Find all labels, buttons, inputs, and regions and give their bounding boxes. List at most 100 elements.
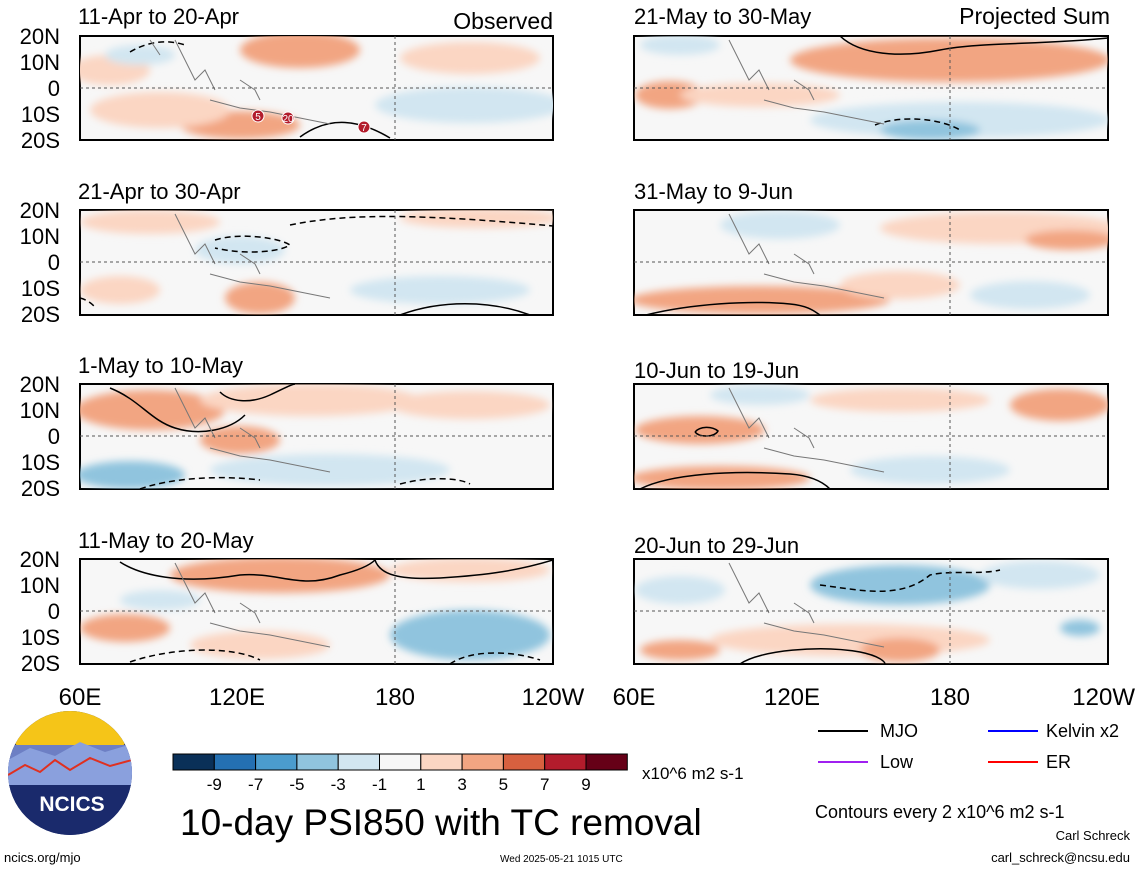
colorbar-swatch bbox=[172, 753, 215, 771]
panel-2-title: 21-Apr to 30-Apr bbox=[78, 179, 241, 204]
colorbar-tick-label: -9 bbox=[207, 775, 222, 794]
lat-label: 10N bbox=[20, 224, 60, 249]
colorbar-swatch bbox=[296, 753, 339, 771]
panel-1-mjo-contours bbox=[129, 41, 391, 139]
contour-interval-note: Contours every 2 x10^6 m2 s-1 bbox=[815, 802, 1065, 822]
lat-label: 20S bbox=[21, 651, 60, 676]
lon-label: 120W bbox=[522, 684, 585, 711]
panel-7: 10-Jun to 19-Jun bbox=[633, 358, 1109, 490]
lat-label: 20S bbox=[21, 476, 60, 501]
panel-1-coastlines bbox=[149, 39, 331, 125]
colorbar-tick-label: -5 bbox=[289, 775, 304, 794]
footer-author: Carl Schreck bbox=[1056, 828, 1131, 843]
footer-url: ncics.org/mjo bbox=[4, 850, 81, 865]
colorbar-swatch bbox=[585, 753, 628, 771]
lon-label: 120W bbox=[1072, 684, 1135, 711]
colorbar-swatch bbox=[461, 753, 504, 771]
lat-labels-row-1: 20N 10N 0 10S 20S bbox=[20, 24, 60, 153]
logo-text: NCICS bbox=[39, 793, 104, 816]
colorbar-tick-label: 1 bbox=[416, 775, 425, 794]
tc-marker-2 bbox=[281, 111, 295, 125]
lon-label: 180 bbox=[375, 684, 415, 711]
lat-label: 10N bbox=[20, 50, 60, 75]
legend-label-kelvin: Kelvin x2 bbox=[1046, 721, 1119, 741]
panel-4-title: 11-May to 20-May bbox=[78, 528, 254, 553]
colorbar-swatch bbox=[255, 753, 298, 771]
lat-label: 0 bbox=[48, 424, 60, 449]
lon-labels-left: 60E 120E 180 120W bbox=[59, 684, 585, 711]
lat-label: 0 bbox=[48, 250, 60, 275]
legend-label-mjo: MJO bbox=[880, 721, 918, 741]
footer-email: carl_schreck@ncsu.edu bbox=[991, 850, 1130, 865]
panel-3: 1-May to 10-May bbox=[78, 353, 554, 490]
lon-label: 120E bbox=[764, 684, 820, 711]
lat-label: 20N bbox=[20, 198, 60, 223]
tc-marker-2-label: 20 bbox=[282, 114, 294, 125]
lat-labels-row-2: 20N 10N 0 10S 20S bbox=[20, 198, 60, 327]
figure-title: 10-day PSI850 with TC removal bbox=[180, 802, 702, 843]
lat-labels-row-3: 20N 10N 0 10S 20S bbox=[20, 372, 60, 501]
panel-8: 20-Jun to 29-Jun bbox=[633, 533, 1109, 665]
panel-6-title: 31-May to 9-Jun bbox=[634, 179, 793, 204]
tc-marker-1 bbox=[251, 109, 265, 123]
lat-label: 10S bbox=[21, 625, 60, 650]
tc-marker-3 bbox=[357, 120, 371, 134]
panel-4-anomaly-field bbox=[80, 559, 550, 660]
lat-label: 10S bbox=[21, 102, 60, 127]
panel-7-anomaly-field bbox=[634, 385, 1108, 489]
colorbar-swatch bbox=[213, 753, 257, 771]
colorbar: -9 -7 -5 -3 -1 1 3 5 7 9 x10^6 m2 s-1 bbox=[172, 753, 744, 794]
panel-2: 21-Apr to 30-Apr bbox=[78, 179, 554, 316]
lat-label: 10S bbox=[21, 450, 60, 475]
panel-5-title: 21-May to 30-May bbox=[634, 4, 811, 29]
panel-7-coastlines bbox=[728, 387, 885, 473]
lat-label: 0 bbox=[48, 76, 60, 101]
lon-label: 180 bbox=[930, 684, 970, 711]
lat-label: 20N bbox=[20, 547, 60, 572]
panel-8-title: 20-Jun to 29-Jun bbox=[634, 533, 799, 558]
lon-label: 120E bbox=[209, 684, 265, 711]
colorbar-tick-label: -3 bbox=[331, 775, 346, 794]
observed-label: Observed bbox=[453, 8, 553, 34]
colorbar-swatch bbox=[420, 753, 463, 771]
panel-5: 21-May to 30-May Projected Sum bbox=[633, 3, 1110, 141]
colorbar-swatch bbox=[337, 753, 381, 771]
panel-1-anomaly-field bbox=[80, 36, 553, 139]
lon-label: 60E bbox=[613, 684, 656, 711]
panel-4-mjo-contours bbox=[119, 559, 553, 664]
colorbar-tick-label: 5 bbox=[499, 775, 508, 794]
panel-8-coastlines bbox=[728, 562, 885, 648]
legend-label-low: Low bbox=[880, 752, 914, 772]
lat-label: 10N bbox=[20, 573, 60, 598]
panel-3-title: 1-May to 10-May bbox=[78, 353, 243, 378]
colorbar-tick-label: 7 bbox=[540, 775, 549, 794]
panel-1: 5 20 7 11-Apr to 20-Apr Observed bbox=[78, 4, 554, 141]
lat-label: 20N bbox=[20, 372, 60, 397]
colorbar-tick-label: 3 bbox=[457, 775, 466, 794]
lat-label: 0 bbox=[48, 599, 60, 624]
colorbar-tick-label: -1 bbox=[372, 775, 387, 794]
panel-3-coastlines bbox=[174, 387, 331, 473]
tc-marker-1-label: 5 bbox=[255, 112, 261, 123]
colorbar-swatch bbox=[502, 753, 546, 771]
lat-label: 20S bbox=[21, 302, 60, 327]
panel-7-mjo-contours bbox=[639, 426, 831, 489]
panel-3-mjo-contours bbox=[109, 384, 471, 489]
panel-6-mjo-contours bbox=[645, 301, 821, 315]
legend-label-er: ER bbox=[1046, 752, 1071, 772]
panel-5-coastlines bbox=[728, 39, 885, 125]
colorbar-swatch bbox=[544, 753, 587, 771]
panel-5-mjo-contours bbox=[839, 36, 1108, 131]
panel-2-mjo-contours bbox=[80, 215, 553, 315]
tc-marker-3-label: 7 bbox=[361, 123, 367, 134]
footer-timestamp: Wed 2025-05-21 1015 UTC bbox=[500, 854, 623, 865]
lon-label: 60E bbox=[59, 684, 102, 711]
lat-label: 20S bbox=[21, 128, 60, 153]
panel-4: 11-May to 20-May bbox=[78, 528, 554, 665]
colorbar-swatch bbox=[379, 753, 422, 771]
panel-5-anomaly-field bbox=[635, 36, 1108, 140]
panel-4-coastlines bbox=[174, 562, 331, 648]
panel-1-tc-markers: 5 20 7 bbox=[251, 109, 371, 134]
panel-6-anomaly-field bbox=[634, 211, 1108, 314]
colorbar-tick-label: 9 bbox=[581, 775, 590, 794]
